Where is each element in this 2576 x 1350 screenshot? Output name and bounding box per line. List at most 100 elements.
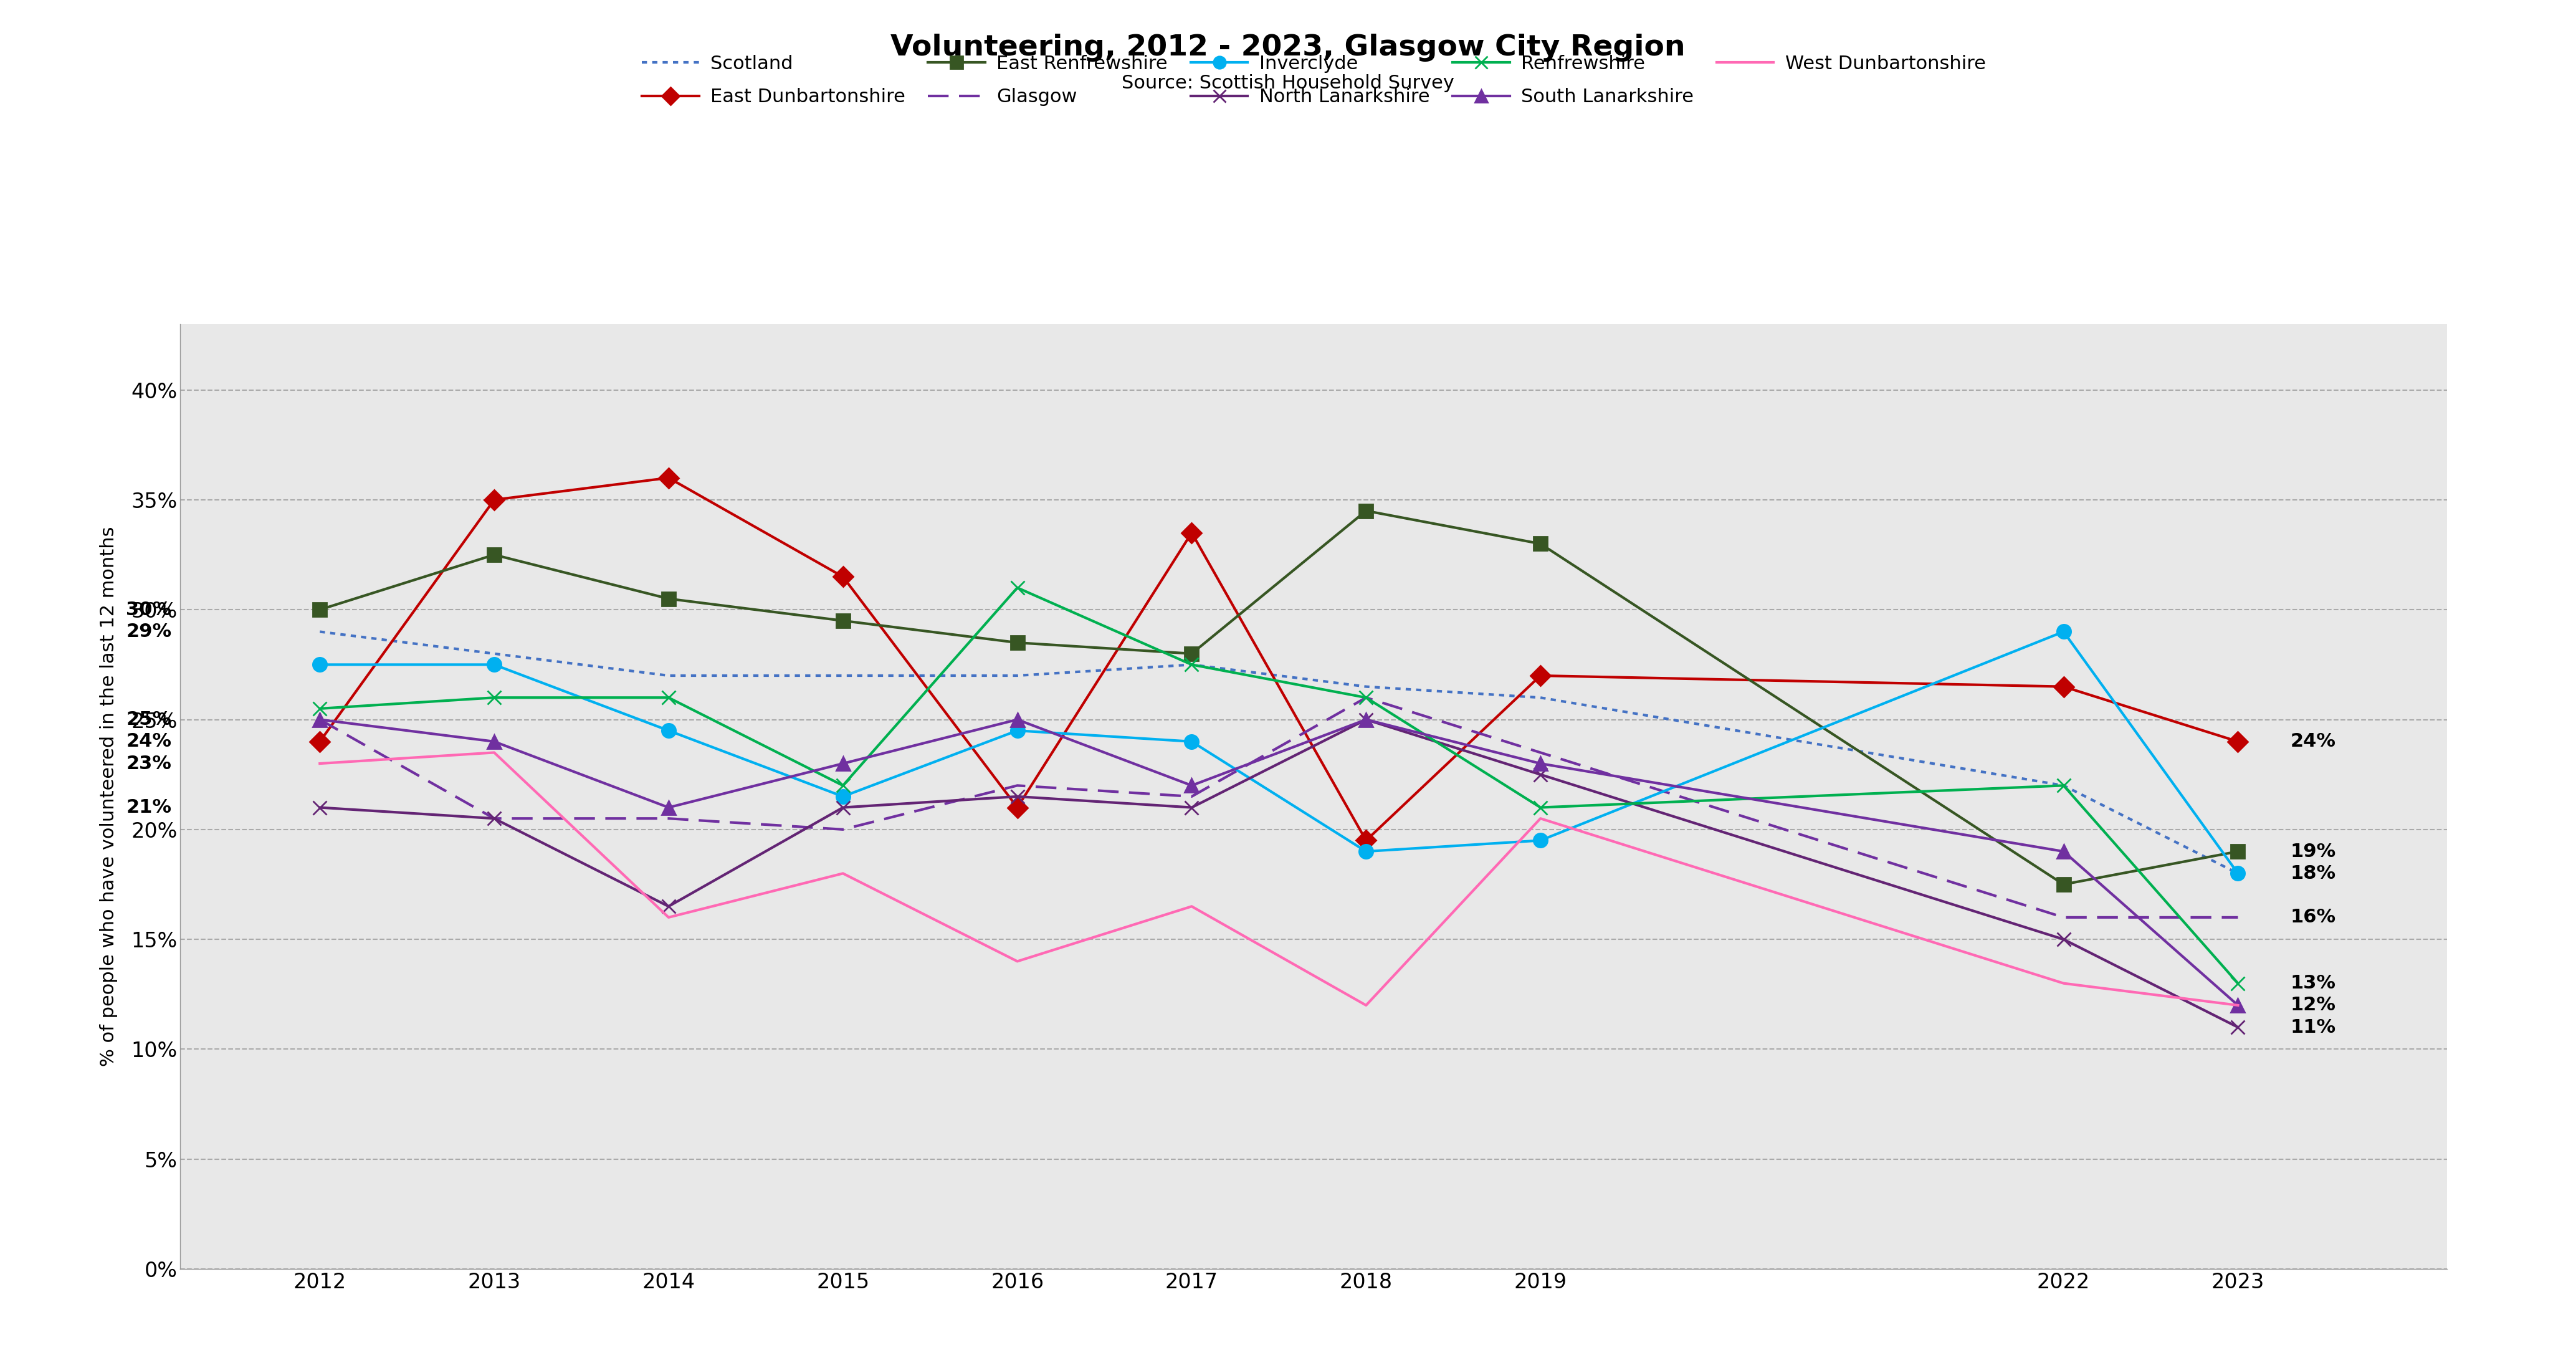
Glasgow (1525, 744, 1556, 760)
East Dunbartonshire (1525, 667, 1556, 683)
Glasgow (1177, 788, 1208, 805)
Line: East Dunbartonshire: East Dunbartonshire (312, 471, 2244, 848)
Renfrewshire (1350, 690, 1381, 706)
Inverclyde (827, 788, 858, 805)
West Dunbartonshire (654, 910, 685, 926)
East Dunbartonshire (2048, 679, 2079, 695)
Renfrewshire (304, 701, 335, 717)
Renfrewshire (479, 690, 510, 706)
Inverclyde (1177, 733, 1208, 749)
Glasgow (1002, 778, 1033, 794)
Text: 16%: 16% (2290, 909, 2336, 926)
Text: 29%: 29% (126, 622, 173, 641)
West Dunbartonshire (1177, 898, 1208, 914)
East Renfrewshire (654, 590, 685, 606)
Line: Inverclyde: Inverclyde (312, 625, 2244, 880)
North Lanarkshire (1350, 711, 1381, 728)
North Lanarkshire (1177, 799, 1208, 815)
Line: Glasgow: Glasgow (319, 698, 2239, 918)
East Dunbartonshire (479, 491, 510, 508)
Line: Scotland: Scotland (319, 632, 2239, 873)
West Dunbartonshire (1525, 810, 1556, 826)
Renfrewshire (1177, 656, 1208, 672)
West Dunbartonshire (1002, 953, 1033, 969)
South Lanarkshire (1350, 711, 1381, 728)
East Renfrewshire (1177, 645, 1208, 662)
East Renfrewshire (1525, 536, 1556, 552)
Text: 24%: 24% (126, 733, 173, 751)
East Dunbartonshire (1350, 833, 1381, 849)
Text: Volunteering, 2012 - 2023, Glasgow City Region: Volunteering, 2012 - 2023, Glasgow City … (891, 34, 1685, 62)
Renfrewshire (654, 690, 685, 706)
North Lanarkshire (1525, 767, 1556, 783)
South Lanarkshire (1177, 778, 1208, 794)
Glasgow (827, 821, 858, 837)
Line: South Lanarkshire: South Lanarkshire (312, 713, 2244, 1013)
East Dunbartonshire (304, 733, 335, 749)
Glasgow (2048, 910, 2079, 926)
Inverclyde (479, 656, 510, 672)
Scotland (2048, 778, 2079, 794)
Legend: Scotland, East Dunbartonshire, East Renfrewshire, Glasgow, Inverclyde, North Lan: Scotland, East Dunbartonshire, East Renf… (641, 55, 1986, 107)
South Lanarkshire (1002, 711, 1033, 728)
Renfrewshire (827, 778, 858, 794)
Scotland (479, 645, 510, 662)
East Renfrewshire (479, 547, 510, 563)
South Lanarkshire (1525, 756, 1556, 772)
West Dunbartonshire (1350, 998, 1381, 1014)
Text: 11%: 11% (2290, 1018, 2336, 1037)
East Renfrewshire (1002, 634, 1033, 651)
East Renfrewshire (304, 602, 335, 618)
Glasgow (2223, 910, 2254, 926)
Text: Source: Scottish Household Survey: Source: Scottish Household Survey (1121, 74, 1455, 92)
West Dunbartonshire (2048, 975, 2079, 991)
Line: Renfrewshire: Renfrewshire (312, 580, 2244, 991)
Text: 18%: 18% (2290, 864, 2336, 883)
Renfrewshire (1002, 579, 1033, 595)
Scotland (304, 624, 335, 640)
South Lanarkshire (304, 711, 335, 728)
North Lanarkshire (2048, 932, 2079, 948)
Inverclyde (1350, 844, 1381, 860)
South Lanarkshire (654, 799, 685, 815)
Inverclyde (2048, 624, 2079, 640)
North Lanarkshire (304, 799, 335, 815)
Inverclyde (304, 656, 335, 672)
Text: 19%: 19% (2290, 842, 2336, 860)
South Lanarkshire (827, 756, 858, 772)
Scotland (827, 667, 858, 683)
East Dunbartonshire (827, 568, 858, 585)
Scotland (654, 667, 685, 683)
Text: 24%: 24% (2290, 733, 2336, 751)
Renfrewshire (1525, 799, 1556, 815)
North Lanarkshire (827, 799, 858, 815)
East Dunbartonshire (1177, 525, 1208, 541)
West Dunbartonshire (479, 744, 510, 760)
East Renfrewshire (827, 613, 858, 629)
South Lanarkshire (2048, 844, 2079, 860)
West Dunbartonshire (2223, 998, 2254, 1014)
Text: 23%: 23% (126, 755, 173, 772)
North Lanarkshire (2223, 1019, 2254, 1035)
Scotland (1525, 690, 1556, 706)
Inverclyde (654, 722, 685, 738)
East Dunbartonshire (654, 470, 685, 486)
Text: 25%: 25% (126, 710, 173, 729)
North Lanarkshire (479, 810, 510, 826)
Renfrewshire (2048, 778, 2079, 794)
Line: West Dunbartonshire: West Dunbartonshire (319, 752, 2239, 1006)
Glasgow (304, 711, 335, 728)
South Lanarkshire (2223, 998, 2254, 1014)
North Lanarkshire (654, 898, 685, 914)
East Dunbartonshire (2223, 733, 2254, 749)
Text: 21%: 21% (126, 798, 173, 817)
Line: East Renfrewshire: East Renfrewshire (312, 504, 2244, 891)
Text: 30%: 30% (126, 601, 173, 618)
East Renfrewshire (2223, 844, 2254, 860)
Scotland (2223, 865, 2254, 882)
Scotland (1002, 667, 1033, 683)
East Renfrewshire (1350, 502, 1381, 518)
Renfrewshire (2223, 975, 2254, 991)
Inverclyde (1002, 722, 1033, 738)
Text: 12%: 12% (2290, 996, 2336, 1014)
